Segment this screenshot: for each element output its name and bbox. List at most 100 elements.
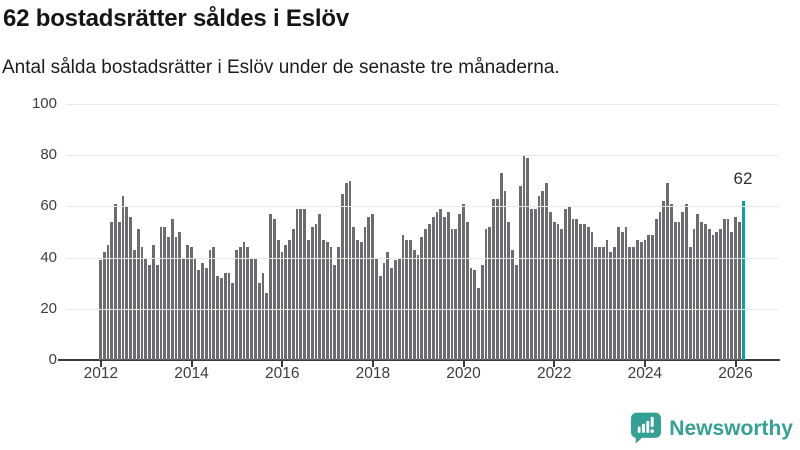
bar [261, 272, 265, 360]
bar [450, 229, 454, 360]
bar [545, 183, 548, 360]
bar [514, 265, 518, 360]
bar [295, 208, 299, 360]
bar [628, 247, 632, 360]
bar [401, 234, 405, 360]
bar [601, 247, 605, 360]
bar [378, 275, 382, 360]
y-axis-label: 60 [40, 197, 57, 215]
y-axis-label: 20 [40, 299, 57, 317]
bar [530, 208, 533, 360]
bar [480, 265, 484, 360]
bar [586, 226, 590, 360]
x-tick [99, 361, 102, 367]
bar [269, 214, 272, 360]
bar [662, 201, 666, 360]
bar [556, 224, 560, 360]
bar [102, 252, 106, 360]
bar [337, 247, 340, 360]
x-axis-label: 2022 [536, 365, 572, 382]
chart-title: 62 bostadsrätter såldes i Eslöv [3, 5, 349, 32]
bar [204, 267, 208, 360]
x-axis-label: 2020 [446, 365, 481, 382]
bar [443, 216, 446, 360]
bar [325, 242, 329, 360]
bar [129, 216, 133, 360]
bar [341, 193, 344, 360]
bar [151, 244, 155, 360]
bar [507, 221, 511, 360]
bar [133, 249, 136, 360]
bar [639, 242, 643, 360]
bar [424, 229, 427, 360]
bar-chart: 62 0 20 40 60 80 100 2012 2014 2016 2018 2020 2022 2… [0, 95, 800, 405]
bar [220, 278, 223, 360]
bar [583, 224, 586, 360]
bar [548, 211, 552, 360]
bar [669, 203, 673, 360]
brand-footer: Newsworthy [631, 412, 793, 445]
x-tick [281, 361, 284, 367]
bar [696, 214, 700, 360]
bar [359, 242, 363, 360]
bar [356, 239, 359, 360]
bar [465, 221, 469, 360]
bar [223, 272, 227, 360]
bar [412, 249, 416, 360]
x-axis-label: 2014 [174, 365, 209, 382]
bar [185, 244, 189, 360]
bar [692, 229, 696, 360]
bar [110, 221, 114, 360]
bar [541, 191, 545, 360]
bar [303, 208, 306, 360]
bar [700, 221, 703, 360]
bar [427, 224, 431, 360]
bar [212, 247, 216, 360]
x-axis-label: 2024 [627, 365, 663, 382]
bar [484, 229, 488, 360]
bar [503, 191, 507, 360]
bar [238, 247, 242, 360]
bar [492, 198, 496, 360]
bar [288, 239, 291, 360]
x-axis-label: 2026 [718, 365, 753, 382]
bar [231, 283, 235, 360]
bar [651, 234, 654, 360]
bar [704, 224, 707, 360]
x-tick [734, 361, 737, 367]
bar [681, 211, 685, 360]
bar [159, 226, 163, 360]
bar [469, 267, 473, 360]
bar [386, 252, 390, 360]
bar [393, 260, 397, 360]
gridline [66, 308, 778, 310]
bar [197, 270, 201, 360]
bar [201, 262, 204, 360]
bar [677, 221, 681, 360]
bar [726, 219, 730, 360]
bar [314, 224, 318, 360]
bar [477, 288, 480, 360]
last-value-label: 62 [733, 169, 753, 188]
newsworthy-logo-icon [631, 412, 662, 444]
bar [518, 185, 522, 360]
bar [170, 219, 174, 360]
x-axis-line [58, 359, 780, 361]
x-tick [643, 361, 646, 367]
bar [533, 208, 537, 360]
bar [318, 214, 322, 360]
bar [140, 247, 144, 360]
bar [117, 221, 121, 360]
x-tick [371, 361, 374, 367]
bar [310, 226, 314, 360]
bar [242, 242, 246, 360]
bar [738, 221, 741, 360]
bar [673, 221, 677, 360]
bar [617, 226, 620, 360]
bar [299, 208, 303, 360]
bar [635, 239, 639, 360]
bar [658, 211, 662, 360]
bar [571, 219, 575, 360]
bar [208, 249, 212, 360]
y-axis-label: 100 [31, 95, 57, 112]
